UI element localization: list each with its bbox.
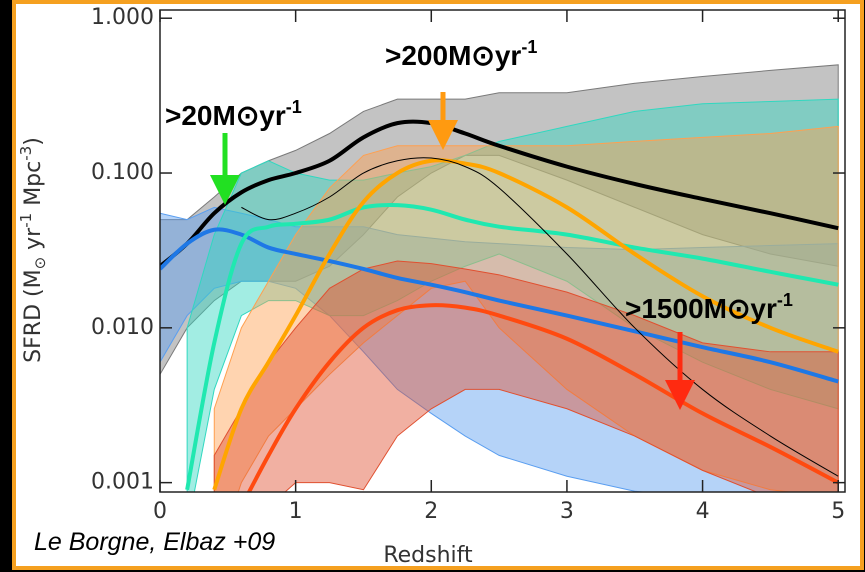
annotation: >20M⊙yr-1 bbox=[165, 97, 302, 131]
annotation: >200M⊙yr-1 bbox=[385, 37, 537, 71]
x-tick-label: 1 bbox=[289, 499, 303, 524]
y-axis-label: SFRD (M⊙ yr-1 Mpc-3) bbox=[17, 137, 49, 363]
band bbox=[160, 206, 839, 492]
line bbox=[160, 227, 839, 384]
x-tick-label: 3 bbox=[560, 499, 574, 524]
x-axis-label: Redshift bbox=[383, 543, 473, 568]
plot-area bbox=[160, 64, 840, 492]
axes: 0.001 0.010 0.100 1.000 0 1 2 3 4 5 bbox=[91, 5, 845, 524]
y-tick-label: 1.000 bbox=[91, 5, 154, 30]
x-tick-label: 4 bbox=[696, 499, 710, 524]
x-tick-label: 0 bbox=[153, 499, 167, 524]
y-tick-label: 0.100 bbox=[91, 160, 154, 185]
line bbox=[212, 158, 839, 491]
line bbox=[185, 203, 839, 491]
annotation: >1500M⊙yr-1 bbox=[625, 290, 793, 324]
x-tick-label: 5 bbox=[831, 499, 845, 524]
x-tick-label: 2 bbox=[424, 499, 438, 524]
line bbox=[246, 303, 840, 492]
y-tick-label: 0.010 bbox=[91, 315, 154, 340]
axes-frame bbox=[159, 9, 846, 493]
line bbox=[241, 157, 839, 477]
y-tick-label: 0.001 bbox=[91, 470, 154, 495]
citation: Le Borgne, Elbaz +09 bbox=[34, 528, 275, 556]
